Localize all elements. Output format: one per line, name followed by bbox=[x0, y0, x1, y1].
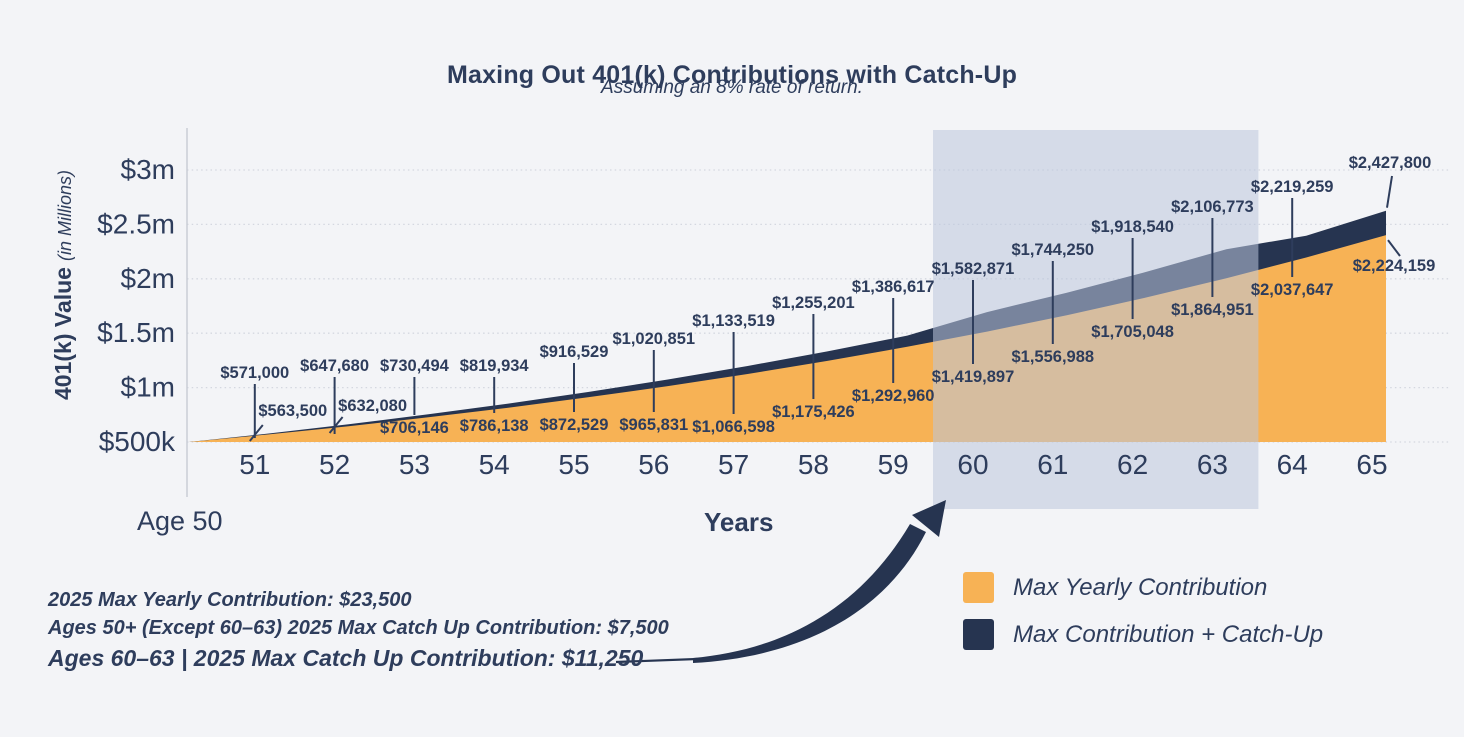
data-label-max-yearly: $1,175,426 bbox=[772, 403, 855, 421]
chart-title: Maxing Out 401(k) Contributions with Cat… bbox=[446, 60, 1018, 89]
x-tick-label: 53 bbox=[399, 449, 430, 480]
x-tick-label: 65 bbox=[1356, 449, 1387, 480]
y-tick-label: $1m bbox=[121, 372, 175, 403]
data-label-catchup: $1,255,201 bbox=[772, 294, 855, 312]
data-label-max-yearly: $2,224,159 bbox=[1353, 257, 1436, 275]
chart-subtitle: Assuming an 8% rate of return. bbox=[601, 77, 863, 98]
data-label-catchup: $1,744,250 bbox=[1012, 241, 1095, 259]
data-label-max-yearly: $563,500 bbox=[258, 402, 327, 420]
data-label-catchup: $1,918,540 bbox=[1091, 218, 1174, 236]
legend-label-catchup: Max Contribution + Catch-Up bbox=[1013, 620, 1324, 648]
highlight-band-ages-60-63 bbox=[933, 130, 1259, 509]
legend: Max Yearly Contribution Max Contribution… bbox=[963, 572, 1323, 666]
data-label-catchup: $1,133,519 bbox=[692, 312, 775, 330]
y-tick-label: $2.5m bbox=[97, 208, 175, 239]
data-label-catchup: $647,680 bbox=[300, 357, 369, 375]
x-tick-label: 64 bbox=[1277, 449, 1308, 480]
arrow-connector-line bbox=[615, 657, 698, 664]
legend-label-max-yearly: Max Yearly Contribution bbox=[1013, 573, 1268, 601]
data-label-max-yearly: $706,146 bbox=[380, 419, 449, 437]
x-axis-title: Years bbox=[704, 507, 774, 537]
x-tick-label: 59 bbox=[878, 449, 909, 480]
y-axis-title: 401(k) Value (in Millions) bbox=[50, 105, 76, 465]
x-tick-label: 52 bbox=[319, 449, 350, 480]
y-axis-title-text: 401(k) Value bbox=[50, 267, 76, 400]
data-label-catchup: $571,000 bbox=[220, 364, 289, 382]
data-label-catchup: $1,582,871 bbox=[932, 260, 1015, 278]
data-label-max-yearly: $872,529 bbox=[540, 416, 609, 434]
data-label-max-yearly: $2,037,647 bbox=[1251, 281, 1334, 299]
data-label-max-yearly: $1,864,951 bbox=[1171, 301, 1254, 319]
annotation-catchup-50plus: Ages 50+ (Except 60–63) 2025 Max Catch U… bbox=[48, 617, 669, 639]
age-50-origin-label: Age 50 bbox=[137, 506, 223, 536]
data-label-max-yearly: $1,292,960 bbox=[852, 387, 935, 405]
data-label-catchup: $819,934 bbox=[460, 357, 530, 375]
data-label-catchup: $1,386,617 bbox=[852, 278, 935, 296]
x-tick-label: 55 bbox=[558, 449, 589, 480]
y-tick-label: $1.5m bbox=[97, 317, 175, 348]
data-label-catchup: $730,494 bbox=[380, 357, 450, 375]
legend-swatch-max-yearly bbox=[963, 572, 994, 603]
x-tick-label: 57 bbox=[718, 449, 749, 480]
arrow-head-icon bbox=[912, 500, 946, 537]
data-label-catchup: $2,427,800 bbox=[1349, 154, 1432, 172]
y-tick-label: $2m bbox=[121, 263, 175, 294]
x-tick-label: 61 bbox=[1037, 449, 1068, 480]
data-label-catchup: $2,106,773 bbox=[1171, 198, 1254, 216]
x-tick-label: 62 bbox=[1117, 449, 1148, 480]
y-tick-label: $3m bbox=[121, 154, 175, 185]
legend-swatch-catchup bbox=[963, 619, 994, 650]
y-tick-label: $500k bbox=[99, 426, 176, 457]
x-tick-label: 54 bbox=[479, 449, 510, 480]
y-axis-title-unit: (in Millions) bbox=[55, 170, 75, 262]
x-tick-label: 51 bbox=[239, 449, 270, 480]
x-tick-label: 58 bbox=[798, 449, 829, 480]
x-tick-label: 60 bbox=[957, 449, 988, 480]
data-label-catchup: $916,529 bbox=[540, 343, 609, 361]
x-tick-label: 63 bbox=[1197, 449, 1228, 480]
data-label-catchup: $1,020,851 bbox=[613, 330, 696, 348]
callout-line bbox=[1386, 175, 1393, 208]
annotations-block: 2025 Max Yearly Contribution: $23,500 Ag… bbox=[48, 589, 669, 673]
data-label-max-yearly: $1,556,988 bbox=[1012, 348, 1095, 366]
data-label-max-yearly: $1,419,897 bbox=[932, 368, 1015, 386]
callout-slash bbox=[249, 424, 264, 442]
data-label-max-yearly: $1,066,598 bbox=[692, 418, 775, 436]
legend-item-catchup: Max Contribution + Catch-Up bbox=[963, 619, 1323, 650]
annotation-catchup-60-63: Ages 60–63 | 2025 Max Catch Up Contribut… bbox=[48, 645, 644, 671]
annotation-max-yearly: 2025 Max Yearly Contribution: $23,500 bbox=[48, 589, 412, 611]
callout-slash bbox=[328, 416, 344, 434]
legend-item-max-yearly: Max Yearly Contribution bbox=[963, 572, 1323, 603]
data-label-max-yearly: $632,080 bbox=[338, 397, 407, 415]
callout-line bbox=[1387, 239, 1401, 257]
data-label-max-yearly: $786,138 bbox=[460, 417, 529, 435]
x-tick-label: 56 bbox=[638, 449, 669, 480]
arrow-swoosh bbox=[693, 524, 926, 663]
data-label-catchup: $2,219,259 bbox=[1251, 178, 1334, 196]
data-label-max-yearly: $965,831 bbox=[619, 416, 688, 434]
data-label-max-yearly: $1,705,048 bbox=[1091, 323, 1174, 341]
